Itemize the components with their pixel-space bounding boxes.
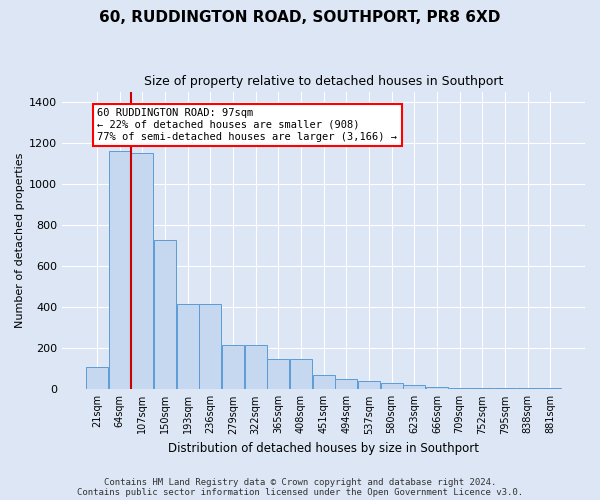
Bar — [245, 345, 266, 390]
Bar — [176, 304, 199, 390]
Bar — [199, 304, 221, 390]
Bar — [335, 380, 357, 390]
Bar — [222, 345, 244, 390]
Text: Contains HM Land Registry data © Crown copyright and database right 2024.
Contai: Contains HM Land Registry data © Crown c… — [77, 478, 523, 497]
Bar — [358, 381, 380, 390]
Text: 60, RUDDINGTON ROAD, SOUTHPORT, PR8 6XD: 60, RUDDINGTON ROAD, SOUTHPORT, PR8 6XD — [100, 10, 500, 25]
Bar — [471, 388, 493, 390]
Bar — [539, 388, 561, 390]
Bar — [109, 152, 131, 390]
Title: Size of property relative to detached houses in Southport: Size of property relative to detached ho… — [144, 75, 503, 88]
Bar — [131, 154, 153, 390]
Bar — [154, 240, 176, 390]
Bar — [449, 388, 470, 390]
Bar — [517, 388, 539, 390]
Bar — [380, 383, 403, 390]
X-axis label: Distribution of detached houses by size in Southport: Distribution of detached houses by size … — [168, 442, 479, 455]
Bar — [403, 385, 425, 390]
Y-axis label: Number of detached properties: Number of detached properties — [15, 153, 25, 328]
Bar — [86, 366, 108, 390]
Bar — [267, 358, 289, 390]
Bar — [494, 388, 516, 390]
Bar — [290, 358, 312, 390]
Bar — [313, 375, 335, 390]
Bar — [426, 388, 448, 390]
Text: 60 RUDDINGTON ROAD: 97sqm
← 22% of detached houses are smaller (908)
77% of semi: 60 RUDDINGTON ROAD: 97sqm ← 22% of detac… — [97, 108, 397, 142]
